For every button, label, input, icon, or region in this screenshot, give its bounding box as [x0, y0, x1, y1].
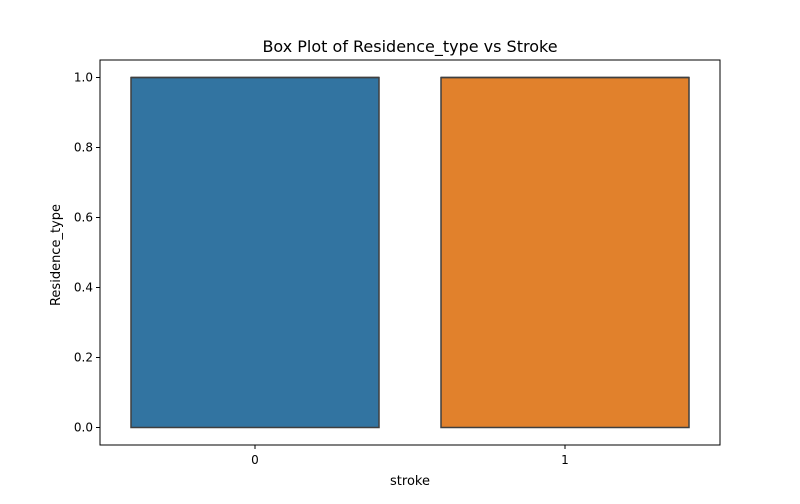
y-axis-label: Residence_type: [49, 204, 64, 306]
y-tick-label: 0.0: [74, 421, 93, 435]
y-tick-label: 0.6: [74, 211, 93, 225]
x-tick-label: 1: [561, 453, 569, 467]
x-axis-label: stroke: [390, 474, 430, 489]
chart-title: Box Plot of Residence_type vs Stroke: [262, 37, 557, 57]
plot-area: 0.0 0.2 0.4 0.6 0.8 1.0 0 1: [74, 59, 721, 467]
axes-frame: [99, 59, 721, 446]
box-0: [130, 76, 380, 429]
box-1: [440, 76, 690, 429]
y-tick-label: 1.0: [74, 71, 93, 85]
y-tick-label: 0.8: [74, 141, 93, 155]
y-tick-label: 0.2: [74, 351, 93, 365]
x-tick-label: 0: [251, 453, 259, 467]
y-tick-label: 0.4: [74, 281, 93, 295]
